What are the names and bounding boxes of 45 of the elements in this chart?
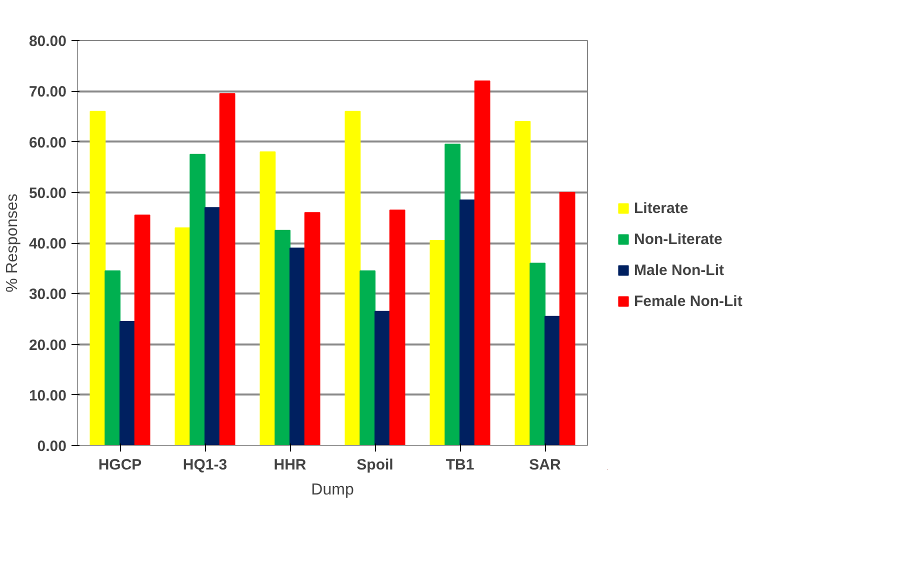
- bar: [559, 192, 576, 446]
- y-tick-label: 30.00: [28, 286, 67, 304]
- bar: [260, 151, 276, 446]
- bar: [530, 262, 546, 446]
- y-tick-label: 60.00: [28, 134, 67, 152]
- y-tick-label: 0.00: [37, 438, 67, 455]
- y-tick-label: 50.00: [28, 184, 67, 202]
- y-tick-label: 20.00: [28, 336, 67, 354]
- legend-label: Non-Literate: [634, 230, 722, 248]
- y-tick-label: 80.00: [28, 33, 67, 50]
- bar: [90, 110, 106, 446]
- bar: [134, 214, 150, 446]
- legend-label: Literate: [634, 200, 688, 216]
- x-tick-label: HQ1-3: [182, 456, 228, 474]
- y-tick-label: 70.00: [28, 84, 67, 101]
- bar: [190, 154, 206, 446]
- x-tick-label: TB1: [446, 456, 474, 474]
- x-axis-title: Dump: [311, 482, 354, 498]
- legend-label: Female Non-Lit: [634, 292, 742, 310]
- bar: [344, 110, 361, 446]
- legend-label: Male Non-Lit: [634, 262, 724, 278]
- bar: [460, 199, 476, 446]
- bar: [104, 270, 120, 446]
- x-tick-label: SAR: [529, 456, 561, 474]
- x-tick-label: HGCP: [98, 456, 142, 474]
- bar: [120, 320, 136, 446]
- bar: [389, 210, 406, 446]
- bar: [174, 227, 191, 446]
- y-axis-title: % Responses: [4, 194, 21, 292]
- y-tick-label: 10.00: [28, 387, 67, 404]
- bar: [514, 121, 531, 446]
- x-tick-label: HHR: [274, 456, 306, 474]
- x-tick-label: Spoil: [356, 456, 394, 474]
- bar: [474, 80, 490, 446]
- bar: [204, 207, 220, 446]
- bar: [360, 270, 376, 446]
- y-tick-label: 40.00: [28, 236, 67, 252]
- bar: [304, 212, 320, 446]
- bar: [544, 316, 560, 446]
- bar: [290, 248, 306, 446]
- bar: [219, 93, 236, 446]
- bar: [274, 230, 290, 446]
- bar: [430, 240, 446, 446]
- bar: [374, 310, 390, 446]
- bar: [444, 144, 460, 446]
